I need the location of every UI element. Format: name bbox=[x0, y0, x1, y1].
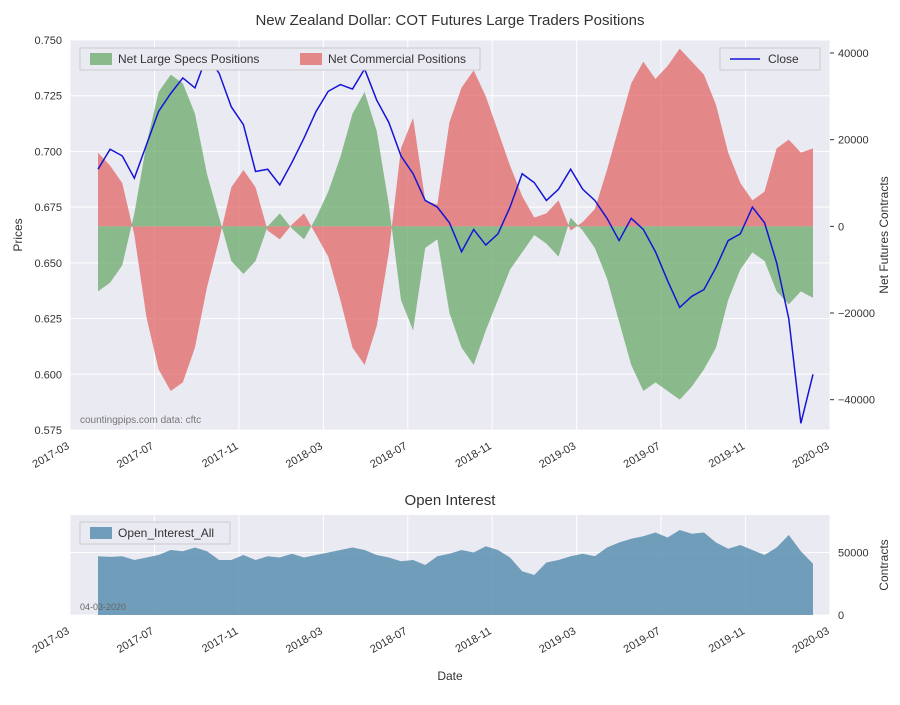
oi-date-stamp: 04-03-2020 bbox=[80, 602, 126, 612]
svg-text:2017-07: 2017-07 bbox=[115, 625, 156, 656]
svg-text:0.575: 0.575 bbox=[34, 425, 62, 437]
svg-text:2019-11: 2019-11 bbox=[707, 625, 747, 655]
svg-text:2019-03: 2019-03 bbox=[537, 625, 578, 656]
svg-text:−40000: −40000 bbox=[838, 395, 875, 407]
svg-text:2018-03: 2018-03 bbox=[284, 625, 325, 656]
y-right-ticks: −40000 −20000 0 20000 40000 bbox=[830, 48, 875, 407]
oi-legend-swatch bbox=[90, 527, 112, 539]
svg-text:2017-03: 2017-03 bbox=[31, 625, 72, 656]
oi-y-label: Contracts bbox=[877, 539, 891, 590]
svg-text:0: 0 bbox=[838, 610, 844, 622]
legend-label-specs: Net Large Specs Positions bbox=[118, 52, 259, 66]
svg-text:2017-11: 2017-11 bbox=[200, 440, 240, 470]
svg-text:0.600: 0.600 bbox=[34, 369, 62, 381]
svg-text:50000: 50000 bbox=[838, 548, 869, 560]
svg-text:0.625: 0.625 bbox=[34, 314, 62, 326]
svg-text:0.700: 0.700 bbox=[34, 146, 62, 158]
svg-text:−20000: −20000 bbox=[838, 308, 875, 320]
svg-text:2018-11: 2018-11 bbox=[453, 440, 493, 470]
svg-text:2019-11: 2019-11 bbox=[707, 440, 747, 470]
main-x-ticks: 2017-03 2017-07 2017-11 2018-03 2018-07 2018-… bbox=[31, 440, 832, 471]
svg-text:2019-07: 2019-07 bbox=[622, 440, 663, 471]
y-right-label: Net Futures Contracts bbox=[877, 176, 891, 293]
svg-text:2018-03: 2018-03 bbox=[284, 440, 325, 471]
y-left-label: Prices bbox=[11, 218, 25, 251]
svg-text:2017-11: 2017-11 bbox=[200, 625, 240, 655]
oi-x-ticks: 2017-03 2017-07 2017-11 2018-03 2018-07 2018-… bbox=[31, 625, 832, 656]
oi-x-label: Date bbox=[437, 669, 463, 683]
legend-swatch-specs bbox=[90, 53, 112, 65]
svg-text:20000: 20000 bbox=[838, 135, 869, 147]
oi-legend-label: Open_Interest_All bbox=[118, 526, 214, 540]
svg-text:0: 0 bbox=[838, 221, 844, 233]
svg-text:0.675: 0.675 bbox=[34, 202, 62, 214]
svg-text:2019-07: 2019-07 bbox=[622, 625, 663, 656]
chart-container: New Zealand Dollar: COT Futures Large Tr… bbox=[0, 0, 900, 700]
svg-text:2018-07: 2018-07 bbox=[368, 625, 409, 656]
svg-text:2020-03: 2020-03 bbox=[791, 440, 832, 471]
svg-text:2017-03: 2017-03 bbox=[31, 440, 72, 471]
chart-svg: New Zealand Dollar: COT Futures Large Tr… bbox=[0, 0, 900, 700]
y-left-ticks: 0.575 0.600 0.625 0.650 0.675 0.700 0.725 0.750 bbox=[34, 35, 62, 437]
svg-text:2019-03: 2019-03 bbox=[537, 440, 578, 471]
oi-chart: Open Interest Open_Interest_All 04-03-20… bbox=[31, 492, 891, 683]
svg-text:2018-07: 2018-07 bbox=[368, 440, 409, 471]
main-chart: New Zealand Dollar: COT Futures Large Tr… bbox=[11, 12, 891, 471]
svg-text:40000: 40000 bbox=[838, 48, 869, 60]
watermark: countingpips.com data: cftc bbox=[80, 415, 201, 426]
legend-label-close: Close bbox=[768, 52, 799, 66]
main-title: New Zealand Dollar: COT Futures Large Tr… bbox=[255, 12, 644, 29]
svg-text:0.650: 0.650 bbox=[34, 258, 62, 270]
svg-text:0.725: 0.725 bbox=[34, 91, 62, 103]
svg-text:2017-07: 2017-07 bbox=[115, 440, 156, 471]
legend-label-comm: Net Commercial Positions bbox=[328, 52, 466, 66]
svg-text:2018-11: 2018-11 bbox=[453, 625, 493, 655]
svg-text:0.750: 0.750 bbox=[34, 35, 62, 47]
svg-text:2020-03: 2020-03 bbox=[791, 625, 832, 656]
oi-title: Open Interest bbox=[405, 492, 497, 509]
oi-y-ticks: 0 50000 bbox=[838, 548, 869, 623]
legend-swatch-comm bbox=[300, 53, 322, 65]
